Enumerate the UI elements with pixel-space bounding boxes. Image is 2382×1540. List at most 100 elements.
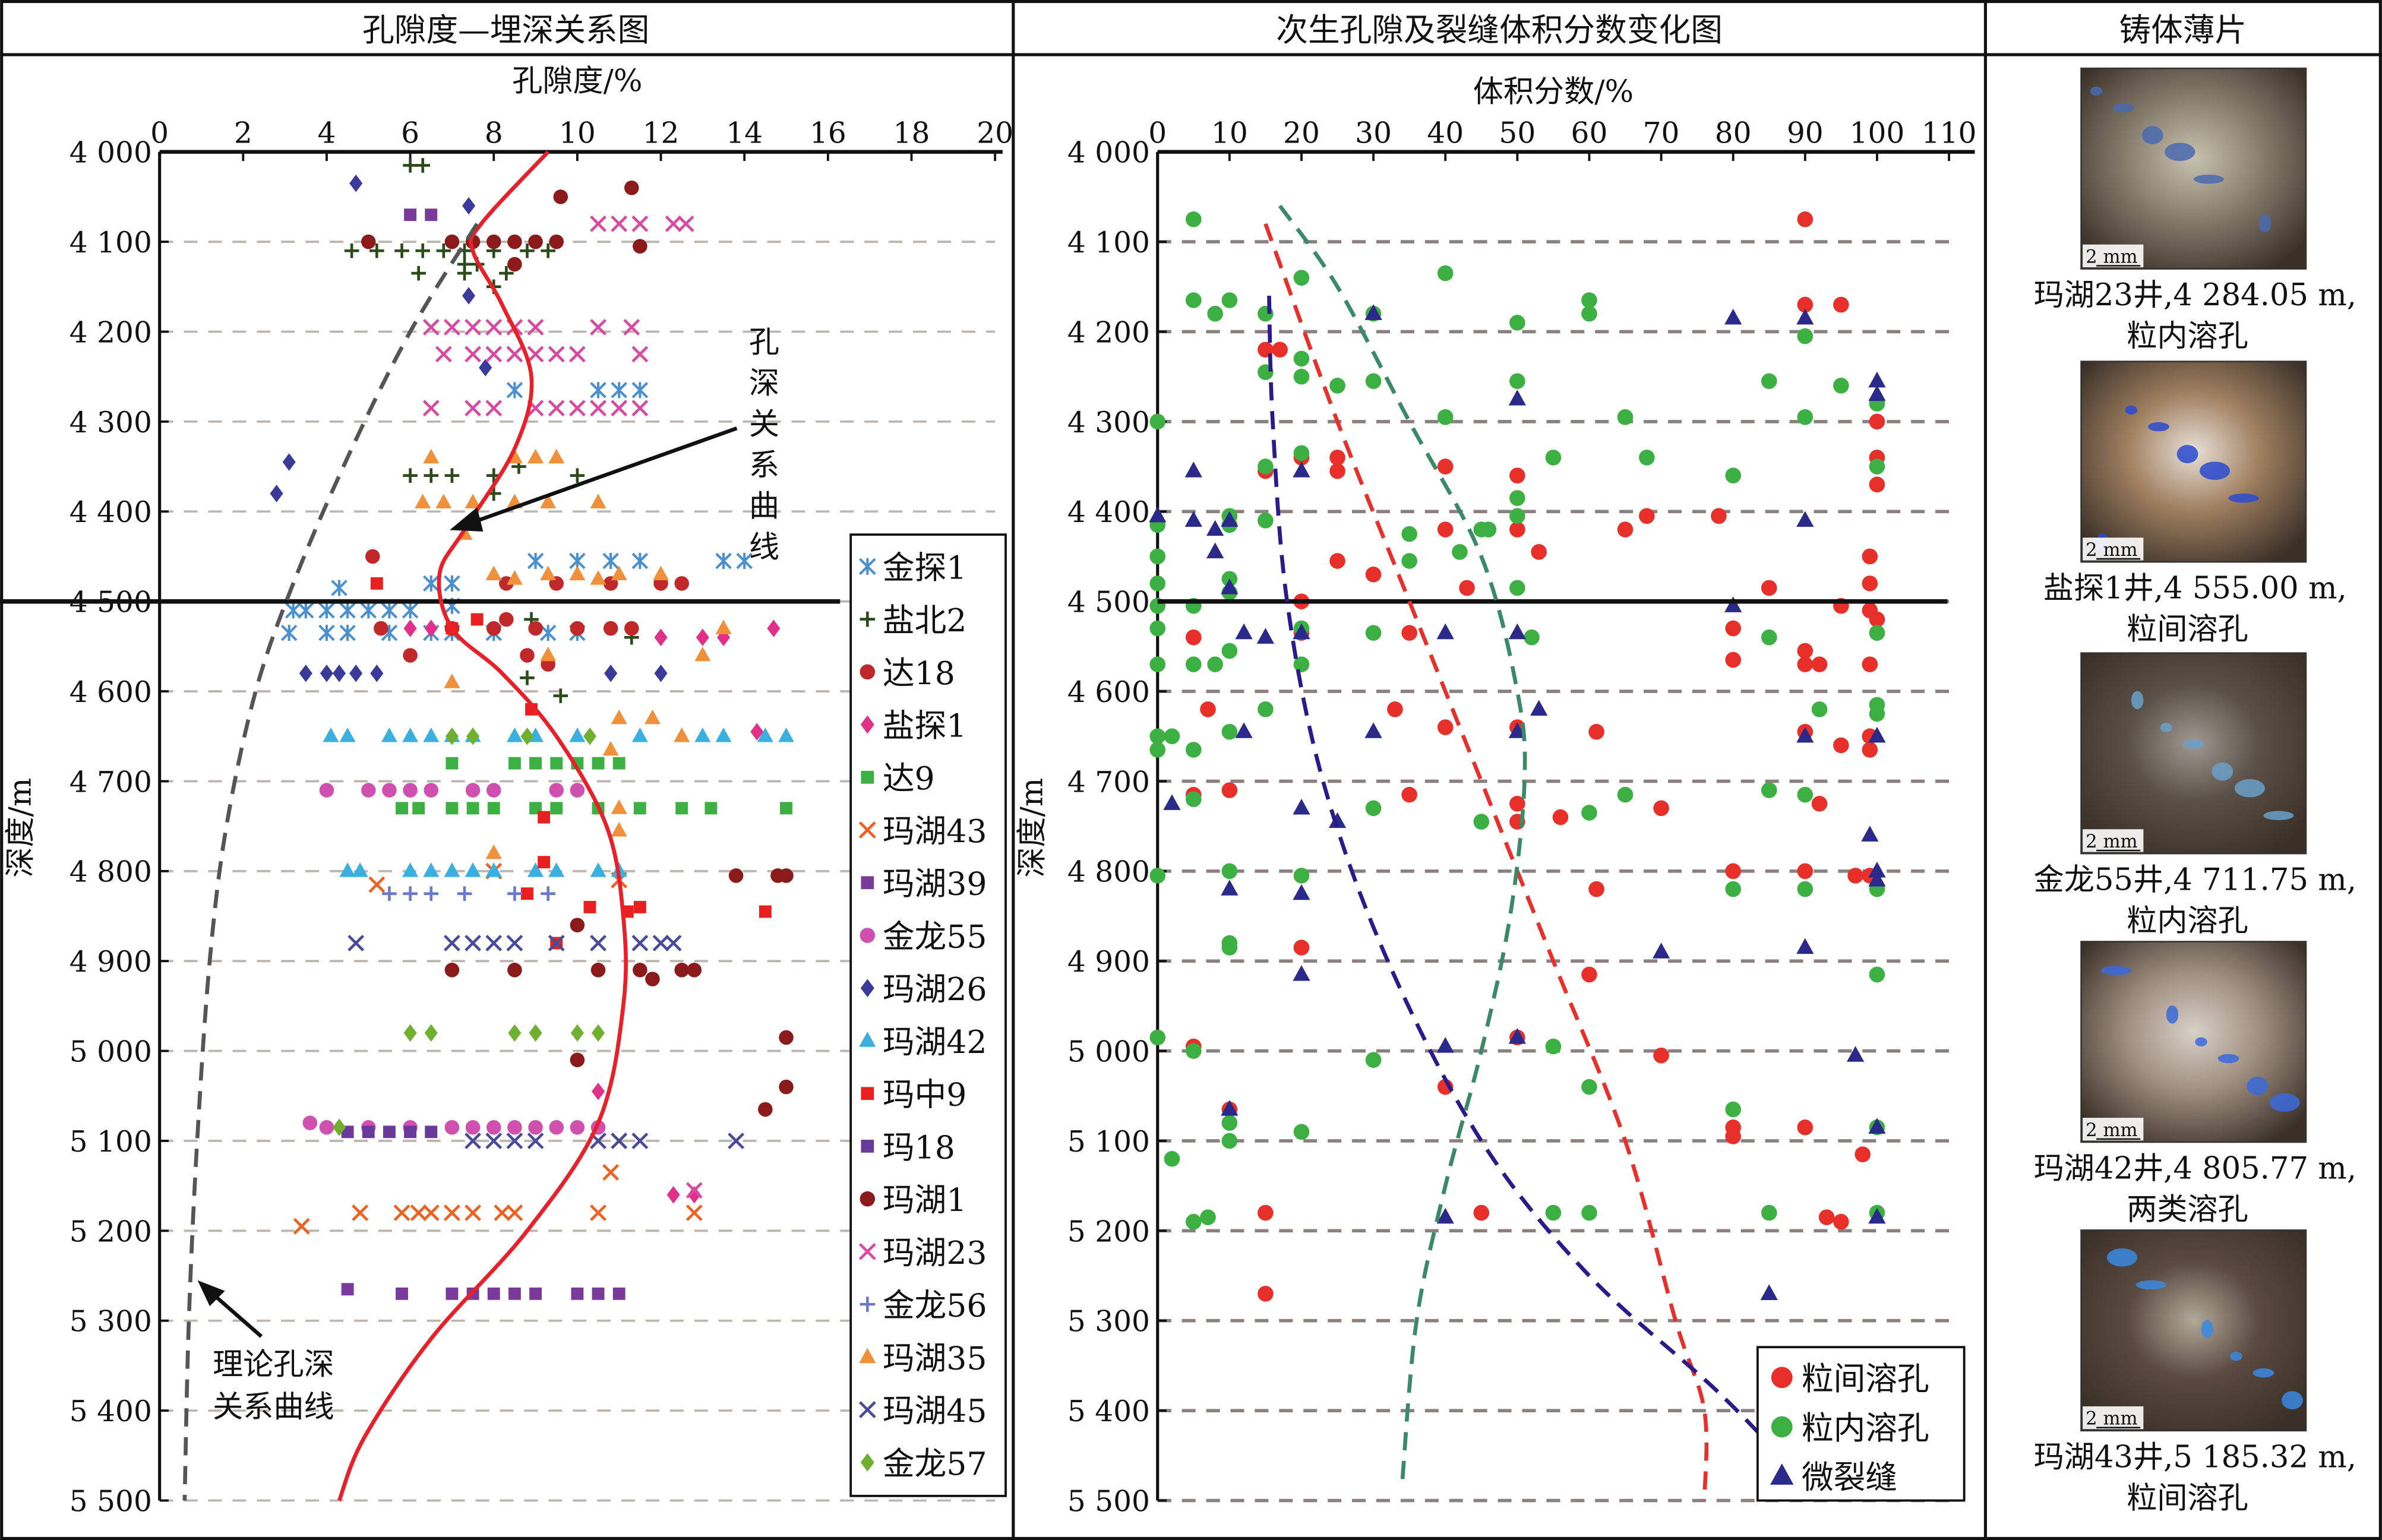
data-point — [548, 346, 565, 363]
data-point — [466, 728, 480, 745]
data-point — [631, 1133, 649, 1149]
data-point — [674, 728, 690, 742]
theory-curve-label-1: 理论孔深 — [213, 1347, 334, 1382]
data-point — [1221, 1133, 1238, 1149]
data-point — [381, 602, 398, 619]
data-point — [631, 728, 648, 742]
legend-marker-icon — [1771, 1367, 1793, 1389]
legend-marker-icon — [860, 1296, 876, 1312]
pore-blob — [2263, 811, 2294, 820]
data-point — [631, 400, 649, 417]
data-point — [705, 802, 718, 815]
data-point — [1862, 742, 1878, 758]
data-point — [1761, 373, 1777, 390]
data-point — [1508, 1027, 1526, 1044]
data-point — [685, 1182, 703, 1199]
photo-caption-location: 玛湖43井,5 185.32 m, — [2034, 1440, 2356, 1475]
pore-blob — [2125, 405, 2138, 415]
data-point — [631, 552, 649, 570]
data-point — [446, 1287, 459, 1300]
data-point — [728, 868, 744, 883]
y-tick-label: 4 500 — [1067, 586, 1150, 619]
data-point — [633, 239, 647, 254]
data-point — [1797, 786, 1814, 803]
data-point — [1862, 548, 1878, 565]
data-point — [1401, 526, 1417, 542]
pore-blob — [2113, 103, 2135, 113]
data-point — [1149, 728, 1166, 745]
series-玛湖23 — [422, 215, 703, 1199]
measured-curve-annotation: 孔深关系曲线 — [450, 325, 779, 565]
data-point — [422, 319, 440, 336]
data-point — [462, 287, 476, 305]
data-point — [1258, 513, 1274, 529]
data-point — [470, 613, 484, 626]
scale-bar-bg — [2083, 1406, 2144, 1430]
data-point — [694, 646, 711, 662]
data-point — [590, 862, 606, 877]
data-point — [508, 1024, 522, 1042]
data-point — [1235, 623, 1253, 640]
arrow-line — [467, 426, 738, 526]
data-point — [506, 728, 523, 742]
thin-section-photo-1: 2 mm 玛湖23井,4 284.05 m, 粒内溶孔 — [2034, 67, 2356, 354]
x-tick-label: 20 — [977, 116, 1013, 150]
data-point — [1796, 726, 1814, 743]
data-point — [548, 935, 565, 951]
data-point — [347, 935, 365, 951]
data-point — [333, 665, 346, 682]
data-point — [444, 575, 460, 592]
thin-section-panel: 2 mm 玛湖23井,4 284.05 m, 粒内溶孔 2 mm 盐探1井,4 555.… — [2034, 67, 2356, 1516]
data-point — [415, 494, 431, 508]
data-point — [1509, 521, 1525, 537]
data-point — [506, 1204, 523, 1221]
data-point — [341, 1283, 354, 1296]
photo-caption-location: 玛湖42井,4 805.77 m, — [2034, 1151, 2356, 1186]
data-point — [685, 1204, 703, 1221]
scale-bar-label: 2 mm — [2086, 831, 2137, 852]
data-point — [654, 665, 668, 682]
pore-blob — [2182, 739, 2204, 749]
data-point — [1724, 596, 1742, 612]
data-point — [633, 963, 647, 978]
data-point — [319, 783, 334, 798]
x-tick-label: 10 — [1211, 116, 1248, 150]
data-point — [1711, 508, 1727, 524]
data-point — [592, 1024, 605, 1042]
data-point — [1206, 542, 1224, 559]
y-tick-label: 5 000 — [1067, 1035, 1150, 1068]
data-point — [540, 494, 557, 508]
y-tick-label: 4 900 — [69, 945, 152, 979]
data-point — [779, 1030, 794, 1045]
pore-blob — [2217, 1054, 2239, 1064]
data-point — [527, 346, 544, 363]
data-point — [631, 346, 649, 363]
data-point — [402, 728, 419, 742]
data-point — [1149, 548, 1166, 565]
data-point — [624, 621, 639, 636]
data-point — [1437, 458, 1454, 475]
x-tick-label: 4 — [317, 116, 336, 150]
y-tick-label: 5 500 — [69, 1485, 152, 1518]
data-point — [654, 628, 668, 646]
x-tick-label: 100 — [1850, 116, 1905, 150]
data-point — [507, 963, 522, 978]
data-point — [553, 688, 568, 703]
y-tick-label: 4 200 — [1067, 316, 1150, 349]
pore-blob — [2247, 1077, 2269, 1095]
pore-blob — [2282, 1391, 2303, 1410]
data-point — [590, 935, 606, 951]
data-point — [410, 1204, 427, 1221]
y-tick-label: 4 400 — [69, 496, 152, 529]
data-point — [393, 1204, 410, 1221]
y-tick-label: 4 300 — [69, 406, 152, 439]
data-point — [1797, 409, 1814, 425]
y-tick-label: 4 700 — [69, 766, 152, 799]
data-point — [1258, 458, 1274, 475]
x-axis-label: 体积分数/% — [1473, 74, 1634, 109]
data-point — [652, 935, 669, 951]
data-point — [506, 1133, 523, 1149]
data-point — [715, 619, 732, 634]
data-point — [1365, 800, 1382, 817]
